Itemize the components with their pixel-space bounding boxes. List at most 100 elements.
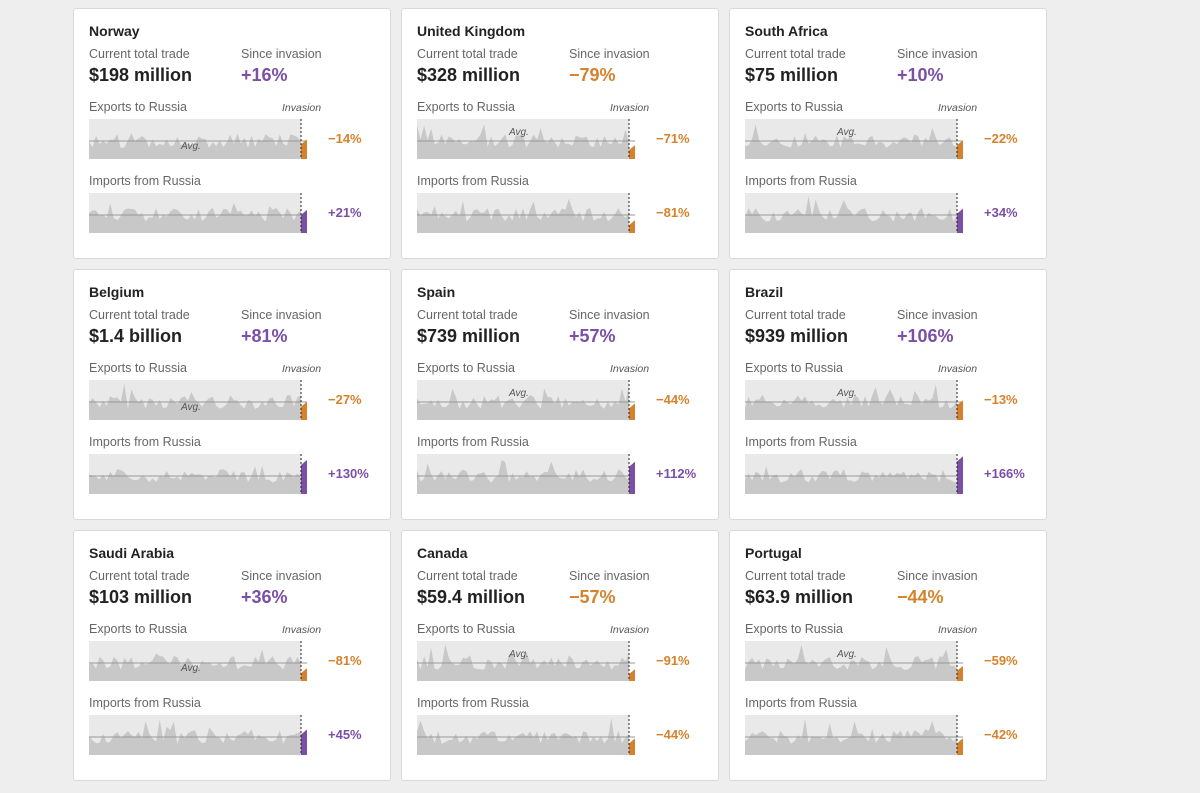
imports-sparkline (89, 454, 307, 494)
current-total-label: Current total trade (89, 47, 190, 61)
country-name: Saudi Arabia (89, 545, 175, 561)
exports-label: Exports to Russia (89, 361, 187, 375)
average-label: Avg. (508, 649, 529, 660)
since-invasion-change: −44% (897, 587, 944, 607)
since-invasion-label: Since invasion (241, 308, 322, 322)
since-invasion-label: Since invasion (241, 569, 322, 583)
trade-area-post-invasion (629, 669, 635, 681)
exports-sparkline: Avg. (745, 380, 963, 420)
trade-area-post-invasion (629, 738, 635, 755)
imports-label: Imports from Russia (745, 696, 857, 710)
exports-label: Exports to Russia (417, 100, 515, 114)
trade-area-post-invasion (301, 460, 307, 494)
current-total-label: Current total trade (89, 308, 190, 322)
country-name: Belgium (89, 284, 145, 300)
trade-area-post-invasion (957, 140, 963, 159)
since-invasion-change: +106% (897, 326, 954, 346)
imports-change: +130% (328, 466, 369, 481)
exports-label: Exports to Russia (417, 361, 515, 375)
trade-area-post-invasion (301, 139, 307, 159)
current-total-label: Current total trade (417, 569, 518, 583)
trade-area-pre-invasion (89, 202, 301, 233)
trade-area-pre-invasion (417, 386, 629, 420)
trade-area-pre-invasion (89, 649, 301, 681)
trade-area-pre-invasion (417, 459, 629, 494)
imports-change: +45% (328, 727, 362, 742)
current-total-value: $198 million (89, 65, 193, 85)
trade-area-post-invasion (301, 729, 307, 755)
country-name: Spain (417, 284, 456, 300)
exports-change: −91% (656, 653, 690, 668)
since-invasion-change: +57% (569, 326, 616, 346)
exports-sparkline: Avg. (417, 641, 635, 681)
country-name: Brazil (745, 284, 784, 300)
invasion-label: Invasion (938, 102, 978, 114)
current-total-label: Current total trade (745, 308, 846, 322)
trade-area-post-invasion (629, 403, 635, 420)
imports-change: −42% (984, 727, 1018, 742)
invasion-label: Invasion (282, 624, 322, 636)
trade-area-post-invasion (957, 456, 963, 494)
current-total-value: $328 million (417, 65, 521, 85)
imports-label: Imports from Russia (745, 174, 857, 188)
imports-sparkline (745, 193, 963, 233)
country-card: Brazil Current total trade Since invasio… (729, 269, 1047, 520)
imports-sparkline (417, 454, 635, 494)
trade-area-pre-invasion (745, 465, 957, 494)
exports-sparkline: Avg. (417, 119, 635, 159)
current-total-value: $103 million (89, 587, 193, 607)
since-invasion-label: Since invasion (897, 308, 978, 322)
country-card: Belgium Current total trade Since invasi… (73, 269, 391, 520)
current-total-label: Current total trade (417, 308, 518, 322)
imports-change: +166% (984, 466, 1025, 481)
trade-area-post-invasion (629, 461, 635, 494)
trade-area-post-invasion (301, 668, 307, 681)
current-total-value: $59.4 million (417, 587, 526, 607)
country-card-grid: Norway Current total trade Since invasio… (73, 8, 1047, 781)
invasion-label: Invasion (610, 102, 650, 114)
current-total-label: Current total trade (417, 47, 518, 61)
country-card: Saudi Arabia Current total trade Since i… (73, 530, 391, 781)
average-label: Avg. (180, 402, 201, 413)
exports-sparkline: Avg. (417, 380, 635, 420)
exports-sparkline: Avg. (89, 380, 307, 420)
invasion-label: Invasion (938, 363, 978, 375)
imports-sparkline (745, 715, 963, 755)
invasion-label: Invasion (938, 624, 978, 636)
since-invasion-label: Since invasion (569, 569, 650, 583)
current-total-value: $739 million (417, 326, 521, 346)
exports-label: Exports to Russia (417, 622, 515, 636)
since-invasion-label: Since invasion (241, 47, 322, 61)
imports-label: Imports from Russia (417, 174, 529, 188)
invasion-label: Invasion (282, 102, 322, 114)
since-invasion-label: Since invasion (569, 308, 650, 322)
trade-area-pre-invasion (417, 124, 629, 159)
country-card: Canada Current total trade Since invasio… (401, 530, 719, 781)
exports-label: Exports to Russia (89, 622, 187, 636)
exports-label: Exports to Russia (89, 100, 187, 114)
country-card: Spain Current total trade Since invasion… (401, 269, 719, 520)
country-name: United Kingdom (417, 23, 526, 39)
since-invasion-change: +36% (241, 587, 288, 607)
average-label: Avg. (508, 127, 529, 138)
country-name: South Africa (745, 23, 828, 39)
exports-change: −71% (656, 131, 690, 146)
imports-sparkline (745, 454, 963, 494)
exports-change: −81% (328, 653, 362, 668)
trade-area-post-invasion (629, 220, 635, 233)
average-label: Avg. (836, 388, 857, 399)
imports-label: Imports from Russia (417, 696, 529, 710)
average-label: Avg. (836, 127, 857, 138)
trade-area-post-invasion (957, 665, 963, 681)
exports-sparkline: Avg. (89, 641, 307, 681)
country-name: Norway (89, 23, 140, 39)
trade-area-pre-invasion (745, 124, 957, 159)
average-label: Avg. (508, 388, 529, 399)
imports-sparkline (417, 193, 635, 233)
imports-label: Imports from Russia (89, 696, 201, 710)
country-name: Portugal (745, 545, 802, 561)
since-invasion-change: +10% (897, 65, 944, 85)
trade-area-post-invasion (957, 738, 963, 755)
current-total-label: Current total trade (745, 47, 846, 61)
since-invasion-change: +81% (241, 326, 288, 346)
